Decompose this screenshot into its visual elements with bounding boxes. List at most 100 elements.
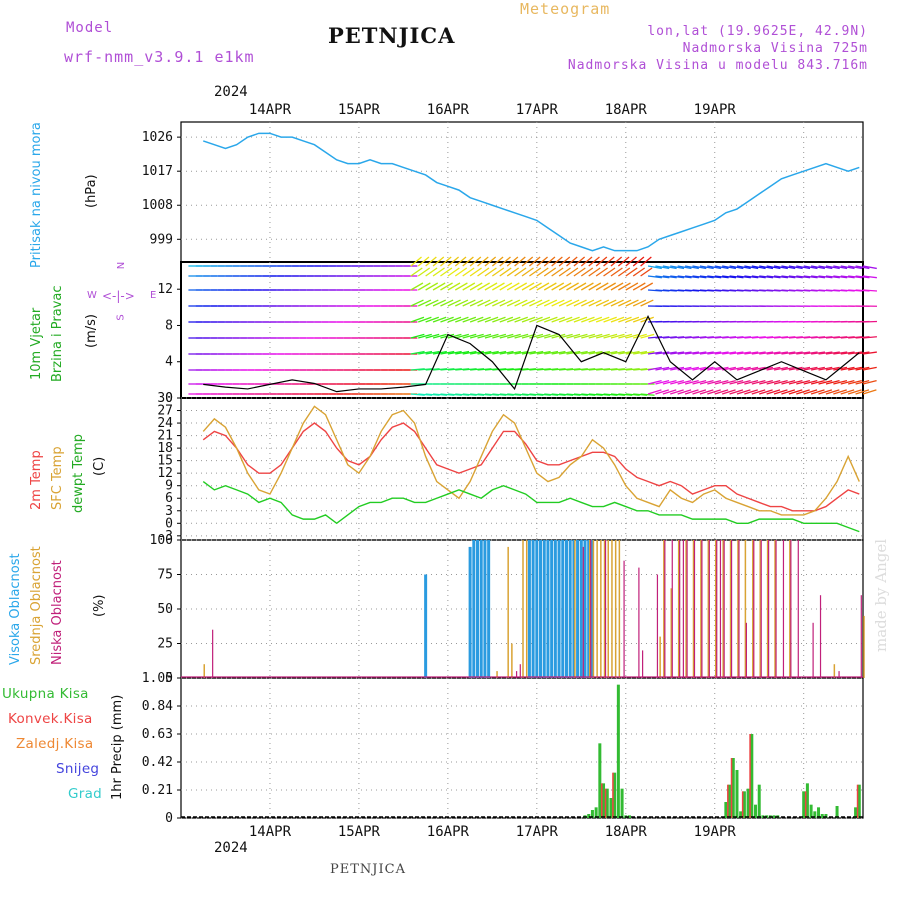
cloud-bar [642, 650, 644, 678]
y-tick-label: 18 [157, 441, 173, 456]
model-label: Model [66, 20, 114, 36]
wind-arrow [810, 366, 825, 371]
pressure-line [202, 132, 860, 252]
cloud-bar [679, 540, 681, 678]
wind-arrow [588, 282, 602, 291]
cloud-bar [579, 540, 583, 678]
wind-arrow [647, 265, 662, 270]
wind-arrow [655, 265, 670, 270]
cloud-bar [752, 540, 754, 678]
cloud-bar [203, 664, 205, 678]
wind-arrow [796, 265, 811, 270]
wind-arrow [462, 350, 477, 355]
precip-conv-bar [612, 772, 614, 818]
wind-arrow [477, 316, 491, 323]
wind-arrow [759, 351, 774, 355]
wind-arrow [580, 256, 593, 267]
cloud-bar [682, 540, 684, 678]
wind-arrow [833, 351, 848, 355]
panel-frame [180, 261, 864, 399]
wind-arrow [699, 265, 714, 270]
wind-arrow [588, 267, 601, 277]
wind-arrow [662, 275, 677, 279]
wind-arrow [440, 256, 452, 267]
cloud-bar [782, 540, 785, 678]
cloud-bar [738, 540, 740, 678]
wind-arrow [736, 379, 751, 385]
wind-arrow [848, 275, 863, 279]
x-tick-label-top: 16APR [427, 102, 470, 118]
y-tick-label: 24 [157, 416, 173, 431]
panel-pressure: 999 1008 1017 1026 [142, 121, 864, 263]
cloud-bar [618, 540, 621, 678]
x-tick-label-bottom: 14APR [249, 824, 292, 840]
cloud-bar [476, 540, 480, 678]
wind-arrow [729, 389, 744, 395]
cloud-bar [604, 540, 607, 678]
x-tick-label-bottom: 19APR [694, 824, 737, 840]
wind-arrow [810, 265, 826, 270]
wind-arrow [588, 256, 600, 267]
cloud-bar [479, 540, 483, 678]
wind-arrow [803, 275, 818, 279]
wind-arrow [492, 350, 507, 355]
wind-arrow [544, 333, 558, 339]
wind-arrow [521, 282, 535, 291]
precip-total-bar [627, 815, 631, 818]
cloud-bar [722, 540, 724, 678]
wind-arrow [632, 267, 646, 277]
precip-conv-bar [804, 791, 807, 818]
wind-arrow [581, 350, 596, 355]
wind-barbs [188, 256, 878, 396]
wind-arrow [558, 316, 573, 323]
cloud-bar [588, 540, 591, 678]
wind-arrow [558, 350, 573, 355]
precip-total-bar [809, 804, 813, 818]
wind-arrow [692, 389, 707, 395]
wind-arrow [751, 265, 766, 270]
wind-arrow [825, 379, 840, 385]
wind-arrow [447, 299, 461, 307]
cloud-bar [519, 664, 521, 678]
wind-arrow [707, 265, 722, 270]
wind-arrow [677, 351, 692, 355]
compass-w: W [87, 290, 97, 301]
wind-arrow [788, 366, 803, 371]
wind-arrow [781, 265, 796, 270]
wind-arrow [528, 256, 541, 267]
cloud-bar [659, 636, 661, 678]
wind-arrow [788, 265, 803, 270]
wind-arrow [766, 351, 781, 355]
cloud-bar [638, 567, 640, 678]
wind-arrow [573, 267, 586, 277]
wind-arrow [640, 267, 653, 277]
wind-arrow [618, 282, 631, 291]
wind-arrow [766, 275, 781, 279]
wind-arrow [610, 267, 623, 277]
y-tick-label: -3 [157, 529, 173, 544]
precip-total-bar [735, 770, 739, 818]
wind-arrow [788, 275, 803, 279]
cloud-bar [582, 546, 584, 678]
wind-arrow [417, 299, 432, 307]
model-name: wrf-nmm_v3.9.1 e1km [64, 48, 255, 66]
wind-arrow [506, 256, 519, 267]
wind-arrow [625, 299, 639, 307]
wind-arrow [417, 316, 432, 323]
cloud-bar [496, 671, 498, 678]
wind-arrow [425, 282, 439, 291]
wind-arrow [484, 333, 499, 339]
precip-total-bar [739, 811, 743, 818]
cloud-bar [708, 540, 710, 678]
wind-arrow [655, 366, 670, 371]
temp-dewpt-line [202, 480, 860, 533]
wind-arrow [796, 351, 811, 355]
wind-arrow [618, 333, 633, 339]
wind-arrow [462, 333, 477, 339]
wind-arrow [581, 316, 595, 323]
precip-conv-bar [727, 784, 729, 818]
wind-arrow [462, 256, 474, 267]
wind-arrow [558, 282, 572, 291]
compass-arrows-icon: <-|-> [102, 289, 135, 303]
wind-arrow [506, 316, 521, 323]
